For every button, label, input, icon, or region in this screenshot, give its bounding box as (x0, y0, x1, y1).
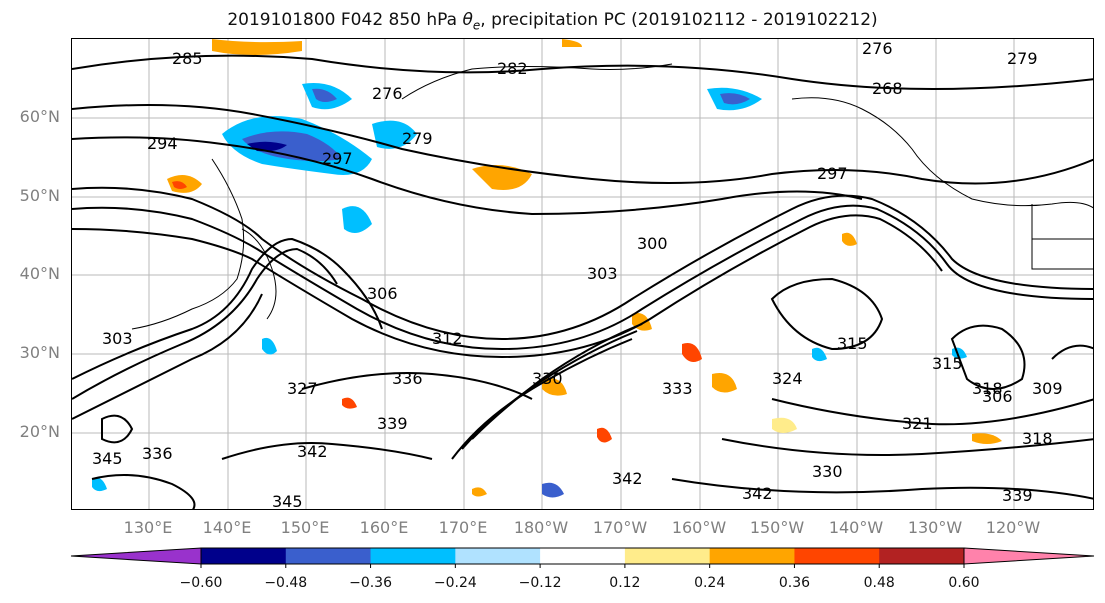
precip-positive-shading (167, 39, 1002, 497)
contour-label: 276 (372, 84, 403, 103)
contour-label: 318 (1022, 429, 1053, 448)
contour-labels: 285 276 279 294 297 282 279 276 268 297 … (92, 39, 1063, 510)
colorbar-segment (794, 548, 880, 564)
colorbar-tick-label: −0.12 (518, 575, 562, 591)
contour-label: 333 (662, 379, 693, 398)
lon-label: 140°E (202, 518, 252, 537)
contour-label: 312 (432, 329, 463, 348)
colorbar-tick-label: 0.60 (948, 575, 980, 591)
contour-label: 339 (377, 414, 408, 433)
lon-label: 130°W (907, 518, 963, 537)
contour-label: 339 (1002, 486, 1033, 505)
colorbar-extend-max (963, 547, 1095, 565)
contour-label: 306 (367, 284, 398, 303)
contour-label: 336 (392, 369, 423, 388)
contour-label: 342 (612, 469, 643, 488)
colorbar-segment (201, 548, 287, 564)
precip-negative-shading (92, 83, 967, 498)
lat-label: 40°N (19, 264, 60, 283)
lon-label: 160°E (359, 518, 409, 537)
colorbar-segment (879, 548, 965, 564)
contour-label: 279 (402, 129, 433, 148)
contour-label: 336 (142, 444, 173, 463)
lon-label: 180°W (513, 518, 569, 537)
contour-label: 303 (587, 264, 618, 283)
contour-label: 306 (982, 387, 1013, 406)
contour-label: 345 (272, 492, 303, 510)
colorbar-tick-label: 0.36 (778, 575, 811, 591)
contour-label: 309 (1032, 379, 1063, 398)
colorbar-segment (540, 548, 626, 564)
lon-label: 170°E (438, 518, 488, 537)
contour-label: 324 (772, 369, 803, 388)
contour-label: 342 (297, 442, 328, 461)
colorbar-segment (285, 548, 372, 564)
colorbar-segment (370, 548, 456, 564)
contour-label: 297 (322, 149, 353, 168)
colorbar-segment (709, 548, 795, 564)
map-svg: 285 276 279 294 297 282 279 276 268 297 … (72, 39, 1093, 510)
contour-label: 303 (102, 329, 133, 348)
colorbar-tick-label: 0.48 (863, 575, 895, 591)
map-title: 2019101800 F042 850 hPa θe, precipitatio… (227, 10, 878, 33)
contour-label: 321 (902, 414, 933, 433)
contour-label: 330 (532, 369, 563, 388)
contour-label: 279 (1007, 49, 1038, 68)
colorbar-tick-label: 0.12 (609, 575, 641, 591)
colorbar-tick-label: −0.36 (349, 575, 392, 591)
contour-label: 268 (872, 79, 903, 98)
contour-label: 276 (862, 39, 893, 58)
colorbar-tick-label: −0.24 (433, 575, 477, 591)
colorbar-tick-label: 0.24 (694, 575, 726, 591)
lon-label: 140°W (828, 518, 884, 537)
colorbar-extend-min (70, 547, 202, 565)
lon-label: 130°E (123, 518, 173, 537)
lon-label: 170°W (592, 518, 648, 537)
colorbar-tick-label: −0.60 (179, 575, 223, 591)
contour-label: 300 (637, 234, 668, 253)
contour-label: 297 (817, 164, 848, 183)
colorbar-segment (455, 548, 541, 564)
contour-label: 285 (172, 49, 203, 68)
contour-label: 318 (972, 379, 1003, 398)
lon-label: 150°W (749, 518, 805, 537)
contour-label: 345 (92, 449, 123, 468)
contour-label: 294 (147, 134, 178, 153)
lon-label: 150°E (280, 518, 330, 537)
contour-label: 315 (932, 354, 963, 373)
contour-label: 315 (837, 334, 868, 353)
lon-label: 160°W (671, 518, 727, 537)
lat-label: 20°N (19, 422, 60, 441)
lat-label: 60°N (19, 107, 60, 126)
colorbar-tick-label: −0.48 (264, 575, 308, 591)
contour-label: 327 (287, 379, 318, 398)
coastlines (131, 63, 1093, 330)
theta-e-contours (72, 54, 1093, 509)
lat-label: 30°N (19, 343, 60, 362)
contour-label: 282 (497, 59, 528, 78)
lon-label: 120°W (985, 518, 1041, 537)
contour-label: 330 (812, 462, 843, 481)
map-plot-area[interactable]: 285 276 279 294 297 282 279 276 268 297 … (71, 38, 1094, 510)
contour-label: 342 (742, 484, 773, 503)
lat-label: 50°N (19, 186, 60, 205)
colorbar (70, 547, 1095, 568)
colorbar-segment (624, 548, 711, 564)
